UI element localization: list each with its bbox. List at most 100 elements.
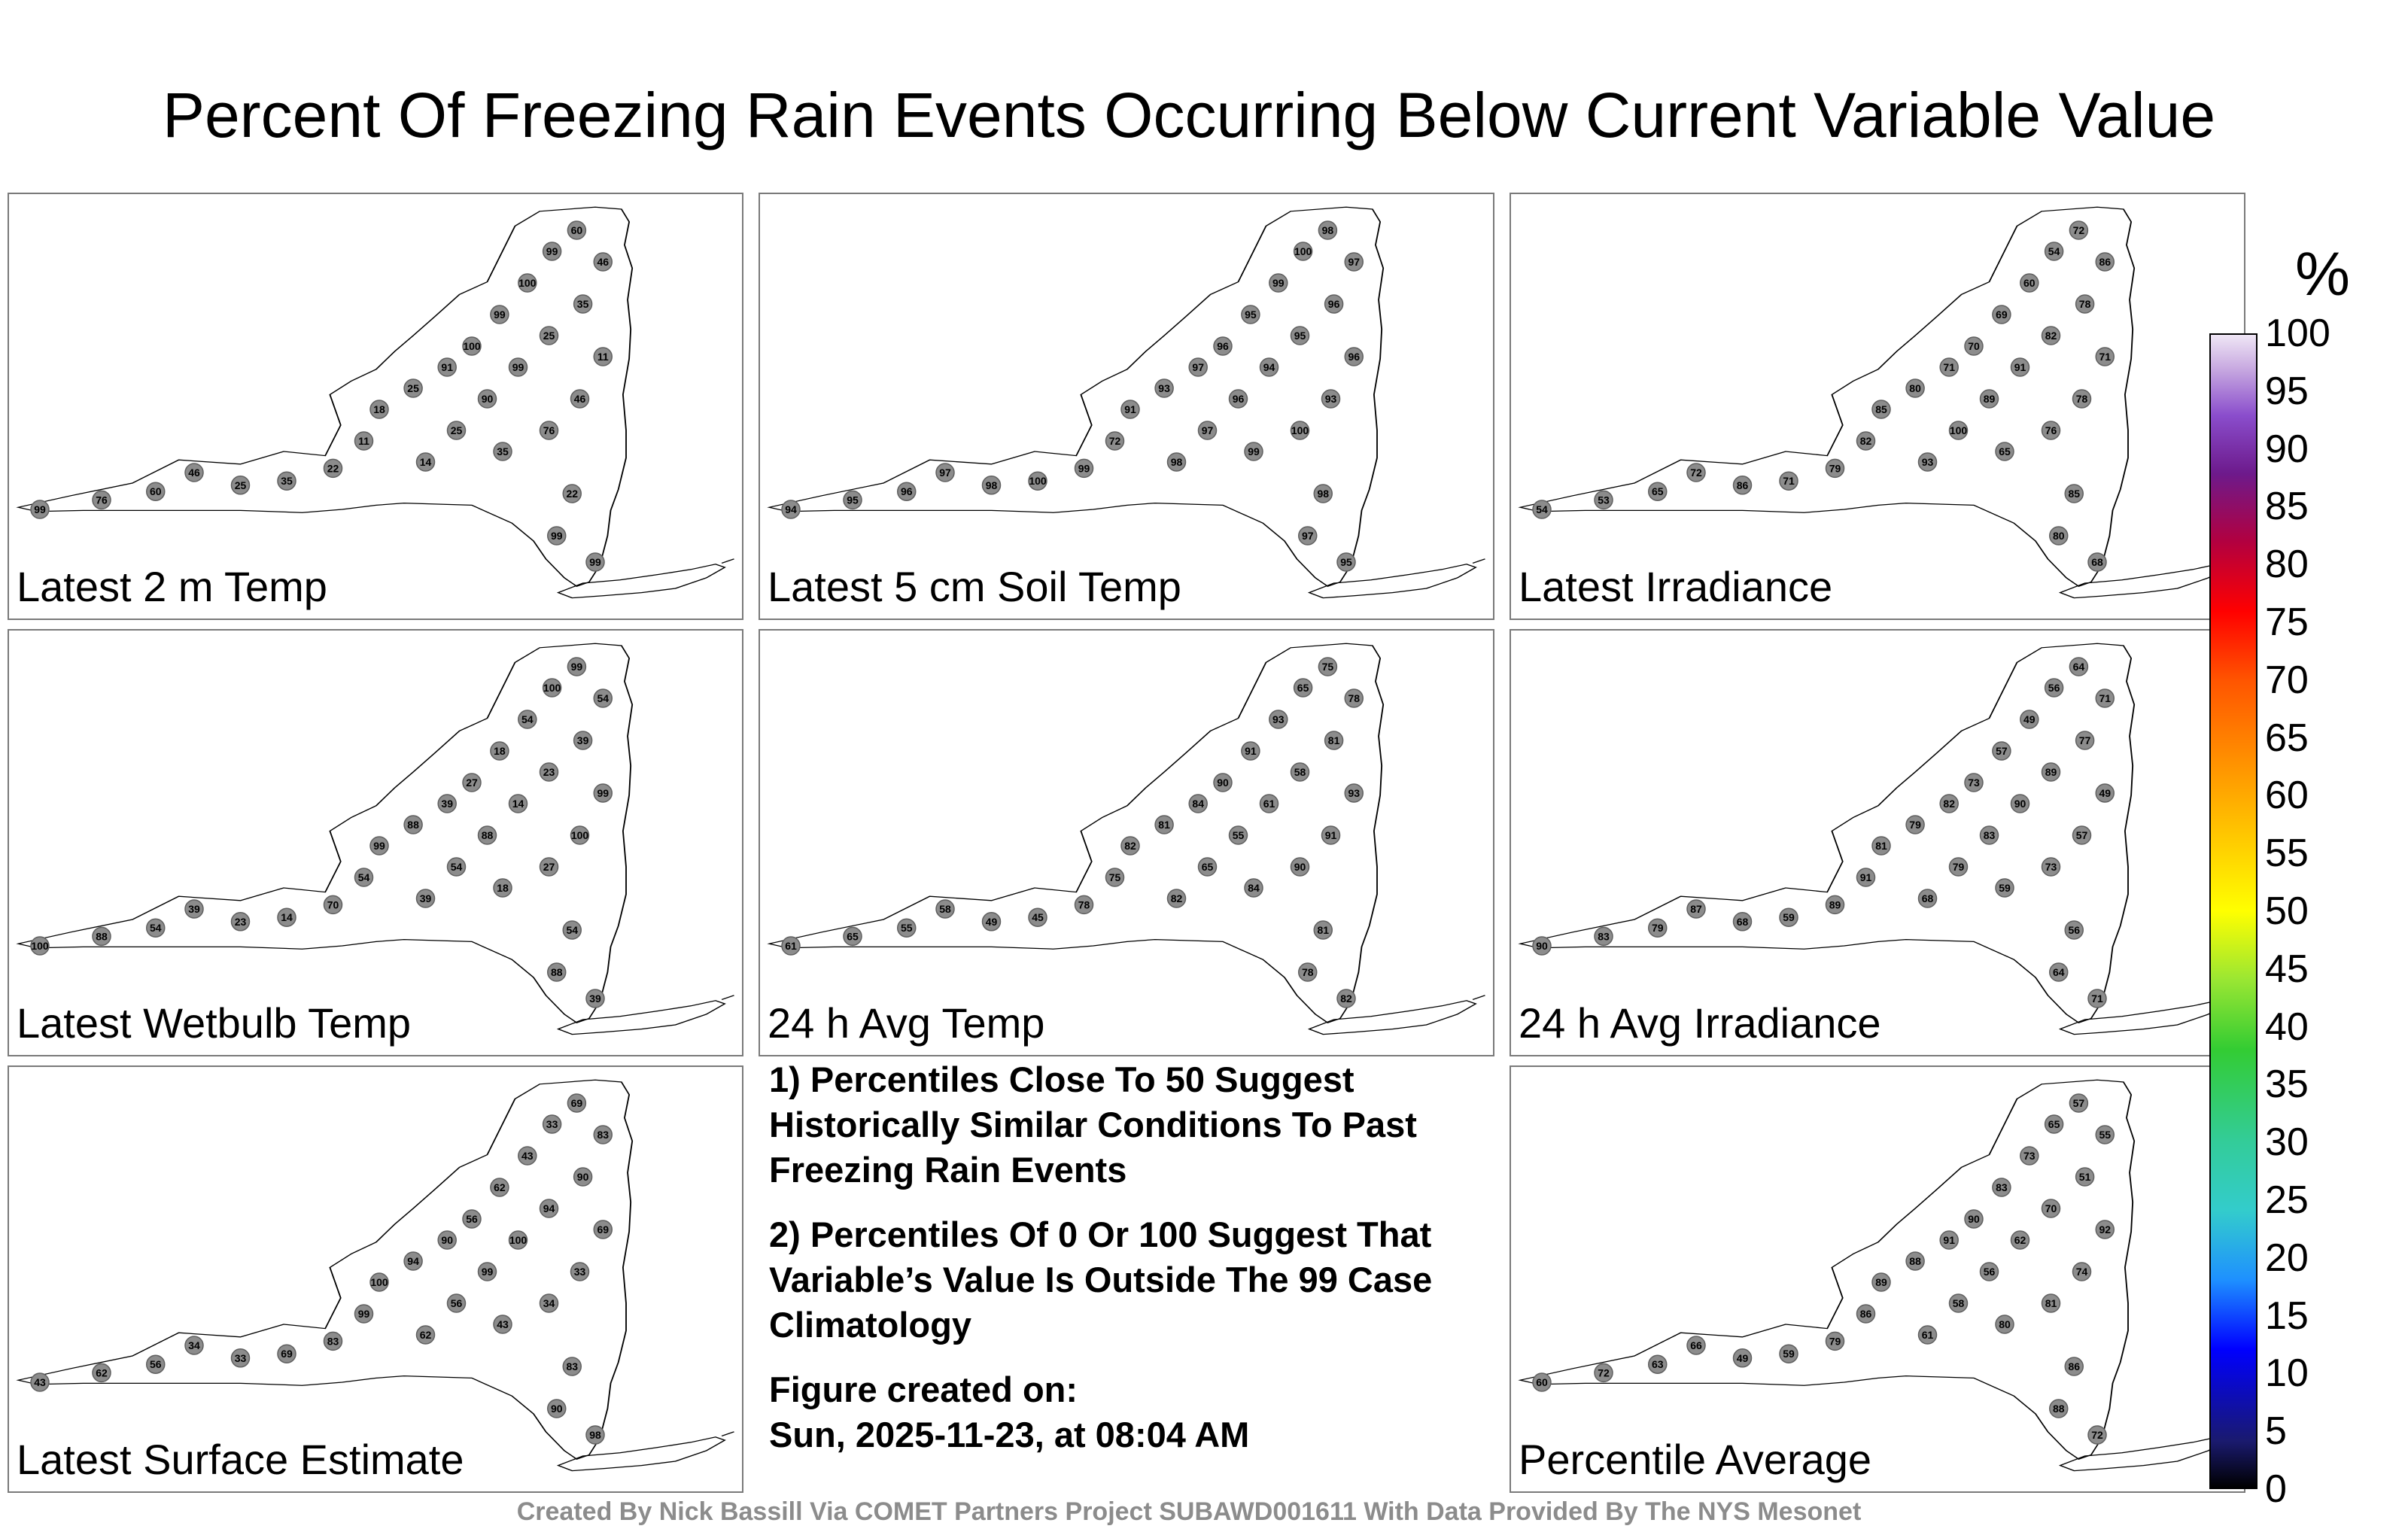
station-value: 94	[543, 1202, 555, 1214]
station-marker: 96	[1213, 336, 1233, 356]
station-marker: 69	[277, 1344, 296, 1363]
note-1: 1) Percentiles Close To 50 Suggest Histo…	[769, 1059, 1417, 1190]
station-value: 85	[2068, 488, 2080, 500]
station-marker: 43	[30, 1372, 50, 1392]
station-value: 62	[494, 1181, 506, 1193]
station-value: 92	[2099, 1223, 2111, 1236]
panel-latest-surface-estimate: 43 62 56 34 33 69 83 99 100 94 90 56 62 43 33 69 83 90 94 1…	[8, 1065, 743, 1493]
station-marker: 90	[2010, 794, 2030, 813]
station-value: 69	[1996, 309, 2008, 321]
station-value: 99	[358, 1308, 370, 1320]
notes: 1) Percentiles Close To 50 Suggest Histo…	[769, 1057, 1476, 1477]
footer-credit: Created By Nick Bassill Via COMET Partne…	[516, 1497, 1862, 1526]
station-value: 96	[1348, 351, 1360, 363]
station-value: 91	[2014, 361, 2026, 373]
colorbar-tick: 25	[2265, 1178, 2309, 1222]
colorbar-tick: 35	[2265, 1062, 2309, 1107]
station-marker: 100	[369, 1272, 389, 1292]
station-marker: 59	[1995, 878, 2014, 898]
station-value: 54	[2048, 245, 2060, 257]
station-marker: 54	[518, 710, 537, 729]
station-value: 43	[521, 1150, 534, 1162]
station-marker: 53	[1594, 490, 1613, 510]
station-value: 96	[1217, 340, 1229, 352]
station-value: 81	[1328, 734, 1340, 746]
station-value: 83	[1598, 930, 1610, 942]
station-value: 96	[1328, 298, 1340, 310]
station-value: 49	[2099, 787, 2111, 799]
station-value: 68	[1922, 892, 1934, 904]
station-value: 66	[1690, 1339, 1702, 1351]
station-marker: 70	[1964, 336, 1984, 356]
station-marker: 81	[2041, 1293, 2061, 1313]
station-value: 73	[2023, 1150, 2036, 1162]
station-value: 39	[441, 798, 453, 810]
station-value: 22	[566, 488, 578, 500]
station-value: 90	[482, 393, 494, 405]
station-marker: 100	[1028, 471, 1047, 491]
station-marker: 99	[1269, 273, 1288, 293]
station-value: 88	[407, 819, 419, 831]
station-value: 59	[1783, 911, 1795, 923]
station-value: 58	[939, 903, 951, 915]
station-value: 98	[589, 1429, 601, 1441]
station-marker: 98	[585, 1425, 605, 1445]
station-value: 62	[96, 1366, 108, 1378]
station-marker: 79	[1905, 815, 1925, 834]
station-marker: 65	[1995, 442, 2014, 461]
station-value: 81	[1875, 840, 1887, 852]
station-marker: 97	[1188, 357, 1208, 377]
station-marker: 73	[2020, 1146, 2039, 1166]
station-marker: 55	[1228, 825, 1248, 845]
station-value: 14	[420, 456, 432, 468]
station-marker: 79	[1825, 1331, 1845, 1351]
station-marker: 81	[1324, 731, 1344, 750]
station-value: 95	[847, 494, 859, 506]
station-value: 68	[2091, 556, 2103, 568]
station-marker: 54	[2044, 242, 2064, 261]
colorbar-tick: 70	[2265, 658, 2309, 702]
panel-label: Percentile Average	[1519, 1436, 1872, 1483]
station-marker: 23	[539, 762, 559, 782]
station-marker: 93	[1321, 389, 1341, 409]
station-marker: 82	[2041, 326, 2061, 345]
station-value: 33	[546, 1118, 558, 1130]
station-marker: 46	[593, 252, 613, 272]
panel-label: Latest Irradiance	[1519, 563, 1833, 610]
colorbar-tick: 20	[2265, 1236, 2309, 1280]
station-marker: 64	[2069, 657, 2089, 676]
station-value: 75	[1322, 661, 1334, 673]
station-value: 97	[1192, 361, 1204, 373]
station-marker: 78	[1074, 895, 1094, 915]
station-marker: 99	[30, 500, 50, 519]
station-marker: 76	[2041, 421, 2061, 440]
station-value: 90	[577, 1171, 589, 1183]
station-marker: 71	[2095, 347, 2115, 366]
station-marker: 95	[1336, 552, 1356, 572]
station-marker: 65	[1197, 857, 1218, 877]
station-value: 97	[939, 467, 951, 479]
station-value: 100	[463, 340, 481, 352]
station-value: 89	[2045, 766, 2057, 778]
station-marker: 99	[369, 836, 389, 856]
station-marker: 22	[562, 484, 582, 503]
station-marker: 56	[2064, 920, 2084, 940]
station-marker: 81	[1871, 836, 1891, 856]
station-marker: 82	[1939, 794, 1959, 813]
station-value: 78	[2076, 393, 2088, 405]
station-marker: 25	[446, 421, 467, 440]
station-marker: 94	[1259, 357, 1279, 377]
station-value: 65	[1652, 485, 1664, 497]
station-value: 73	[2045, 861, 2057, 873]
station-value: 100	[370, 1276, 388, 1288]
station-value: 49	[986, 916, 998, 928]
station-marker: 100	[570, 825, 590, 845]
station-marker: 89	[1979, 389, 1999, 409]
colorbar-unit: %	[2295, 240, 2350, 309]
station-value: 64	[2053, 966, 2065, 978]
station-marker: 78	[2075, 294, 2095, 314]
station-value: 45	[1032, 911, 1044, 923]
station-marker: 79	[1825, 458, 1845, 479]
station-value: 70	[1968, 340, 1980, 352]
station-marker: 14	[277, 907, 296, 927]
